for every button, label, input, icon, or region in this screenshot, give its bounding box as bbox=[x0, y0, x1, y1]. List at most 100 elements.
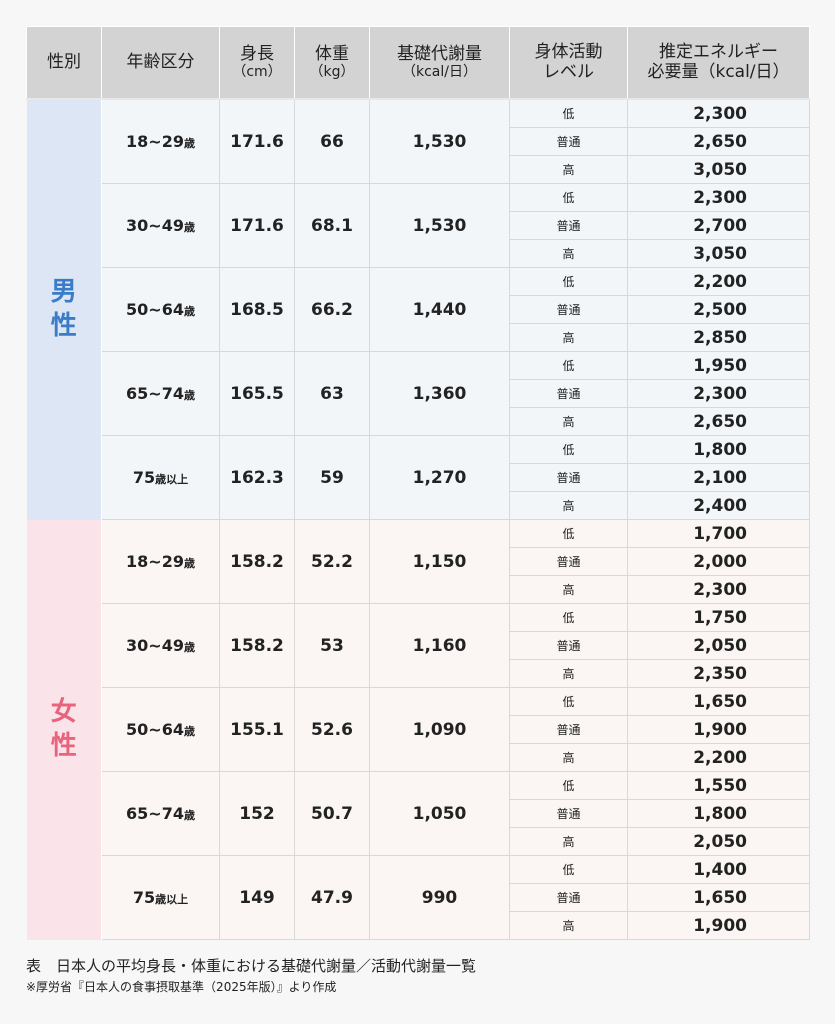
age-suffix: 歳 bbox=[183, 137, 195, 150]
energy-value: 2,500 bbox=[627, 295, 810, 324]
energy-value: 1,900 bbox=[627, 715, 810, 744]
height-cell: 171.6 bbox=[219, 183, 295, 268]
activity-level: 普通 bbox=[509, 211, 628, 240]
table-row: 女性 18~29歳 158.2 52.2 1,150 低 1,700 bbox=[26, 519, 810, 940]
table-row: 50~64歳 155.1 52.6 1,090 低 1,650 bbox=[26, 687, 810, 772]
sex-label-char: 性 bbox=[50, 310, 77, 341]
header-height-unit: （cm） bbox=[232, 64, 282, 81]
table-row: 65~74歳 152 50.7 1,050 低 1,550 bbox=[26, 771, 810, 856]
activity-level: 普通 bbox=[509, 883, 628, 912]
age-range: 75 bbox=[132, 888, 156, 907]
activity-level: 普通 bbox=[509, 799, 628, 828]
activity-level: 普通 bbox=[509, 631, 628, 660]
sex-label: 男性 bbox=[26, 99, 102, 520]
source-note: ※厚労省『日本人の食事摂取基準（2025年版）』より作成 bbox=[26, 980, 337, 994]
activity-level: 低 bbox=[509, 267, 628, 296]
bmr-cell: 1,530 bbox=[369, 183, 510, 268]
sex-label-char: 性 bbox=[50, 730, 77, 761]
age-suffix: 歳 bbox=[183, 809, 195, 822]
header-age: 年齢区分 bbox=[101, 26, 220, 100]
height-cell: 149 bbox=[219, 855, 295, 940]
energy-value: 1,900 bbox=[627, 911, 810, 940]
table-row: 高 2,400 bbox=[26, 491, 810, 520]
weight-cell: 66.2 bbox=[294, 267, 370, 352]
energy-value: 1,800 bbox=[627, 435, 810, 464]
table-row: 75歳以上 162.3 59 1,270 低 1,800 bbox=[26, 435, 810, 520]
header-age-label: 年齢区分 bbox=[126, 51, 195, 72]
energy-value: 1,550 bbox=[627, 771, 810, 800]
age-cell: 65~74歳 bbox=[101, 351, 220, 436]
age-cell: 75歳以上 bbox=[101, 435, 220, 520]
activity-level: 低 bbox=[509, 687, 628, 716]
sex-label-char: 女 bbox=[50, 696, 77, 727]
bmr-cell: 990 bbox=[369, 855, 510, 940]
age-cell: 65~74歳 bbox=[101, 771, 220, 856]
energy-value: 2,000 bbox=[627, 547, 810, 576]
activity-level: 高 bbox=[509, 239, 628, 268]
activity-level: 低 bbox=[509, 183, 628, 212]
energy-table-container: 性別 年齢区分 身長 （cm） 体重 （kg） 基礎代謝量 （kcal/日） 身体活動… bbox=[26, 26, 810, 940]
age-range: 65~74 bbox=[126, 804, 184, 823]
age-suffix: 歳 bbox=[183, 221, 195, 234]
height-cell: 152 bbox=[219, 771, 295, 856]
activity-level: 高 bbox=[509, 575, 628, 604]
bmr-cell: 1,530 bbox=[369, 98, 510, 184]
activity-level: 低 bbox=[509, 98, 628, 128]
activity-level: 高 bbox=[509, 659, 628, 688]
energy-value: 2,850 bbox=[627, 323, 810, 352]
header-bmr-label: 基礎代謝量 bbox=[397, 43, 482, 64]
header-height: 身長 （cm） bbox=[219, 26, 295, 100]
activity-level: 低 bbox=[509, 771, 628, 800]
energy-value: 2,300 bbox=[627, 98, 810, 128]
age-suffix: 歳 bbox=[183, 305, 195, 318]
activity-level: 普通 bbox=[509, 463, 628, 492]
header-energy: 推定エネルギー 必要量（kcal/日） bbox=[627, 26, 810, 100]
activity-level: 普通 bbox=[509, 295, 628, 324]
energy-value: 2,050 bbox=[627, 631, 810, 660]
activity-level: 低 bbox=[509, 603, 628, 632]
age-cell: 50~64歳 bbox=[101, 687, 220, 772]
activity-level: 低 bbox=[509, 351, 628, 380]
energy-value: 2,350 bbox=[627, 659, 810, 688]
activity-level: 低 bbox=[509, 855, 628, 884]
header-activity-label-2: レベル bbox=[543, 61, 594, 82]
activity-level: 高 bbox=[509, 911, 628, 940]
energy-value: 1,950 bbox=[627, 351, 810, 380]
age-range: 30~49 bbox=[126, 636, 184, 655]
weight-cell: 63 bbox=[294, 351, 370, 436]
energy-value: 1,650 bbox=[627, 883, 810, 912]
age-suffix: 歳 bbox=[183, 389, 195, 402]
header-row: 性別 年齢区分 身長 （cm） 体重 （kg） 基礎代謝量 （kcal/日） 身体活動… bbox=[26, 26, 810, 100]
energy-value: 2,650 bbox=[627, 407, 810, 436]
bmr-cell: 1,050 bbox=[369, 771, 510, 856]
weight-cell: 68.1 bbox=[294, 183, 370, 268]
energy-table: 性別 年齢区分 身長 （cm） 体重 （kg） 基礎代謝量 （kcal/日） 身体活動… bbox=[26, 26, 810, 940]
energy-value: 1,650 bbox=[627, 687, 810, 716]
energy-value: 2,300 bbox=[627, 183, 810, 212]
weight-cell: 52.6 bbox=[294, 687, 370, 772]
activity-level: 普通 bbox=[509, 547, 628, 576]
activity-level: 高 bbox=[509, 323, 628, 352]
header-sex-label: 性別 bbox=[47, 51, 81, 72]
header-bmr: 基礎代謝量 （kcal/日） bbox=[369, 26, 510, 100]
table-row: 30~49歳 171.6 68.1 1,530 低 2,300 bbox=[26, 183, 810, 268]
table-caption: 表 日本人の平均身長・体重における基礎代謝量／活動代謝量一覧 bbox=[26, 957, 477, 975]
weight-cell: 50.7 bbox=[294, 771, 370, 856]
energy-value: 1,800 bbox=[627, 799, 810, 828]
height-cell: 158.2 bbox=[219, 603, 295, 688]
energy-value: 2,200 bbox=[627, 267, 810, 296]
age-range: 18~29 bbox=[126, 132, 184, 151]
activity-level: 普通 bbox=[509, 379, 628, 408]
age-cell: 30~49歳 bbox=[101, 183, 220, 268]
header-sex: 性別 bbox=[26, 26, 102, 100]
energy-value: 2,700 bbox=[627, 211, 810, 240]
weight-cell: 59 bbox=[294, 435, 370, 520]
age-range: 18~29 bbox=[126, 552, 184, 571]
activity-level: 高 bbox=[509, 827, 628, 856]
energy-value: 2,650 bbox=[627, 127, 810, 156]
age-cell: 30~49歳 bbox=[101, 603, 220, 688]
height-cell: 158.2 bbox=[219, 519, 295, 604]
activity-level: 高 bbox=[509, 407, 628, 436]
height-cell: 162.3 bbox=[219, 435, 295, 520]
energy-value: 2,300 bbox=[627, 379, 810, 408]
